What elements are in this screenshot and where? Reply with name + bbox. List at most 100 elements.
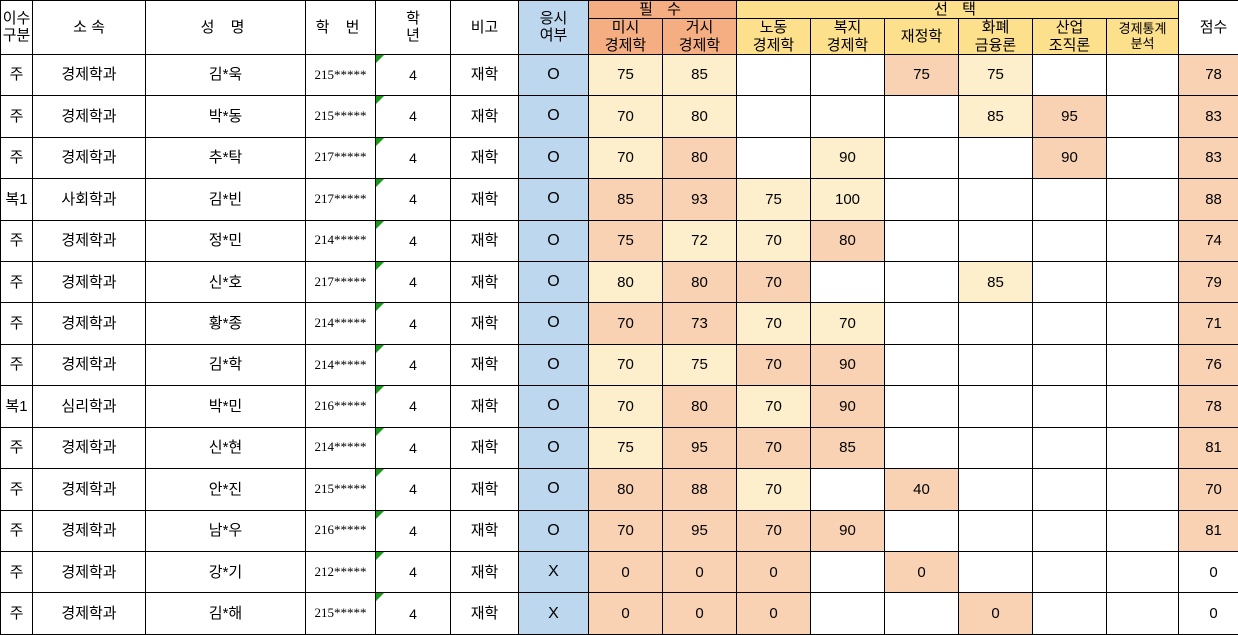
cell-year[interactable]: 4 <box>375 343 451 387</box>
cell-attendance[interactable]: O <box>518 343 589 387</box>
cell-score-public[interactable] <box>884 95 959 138</box>
cell-score-micro[interactable]: 75 <box>588 219 663 262</box>
cell-score-labor[interactable]: 0 <box>736 550 811 594</box>
cell-total-score[interactable]: 83 <box>1178 136 1238 180</box>
cell-track[interactable]: 주 <box>0 136 33 180</box>
cell-score-stats[interactable] <box>1105 219 1180 262</box>
table-row[interactable]: 주 경제학과 김*욱 215***** 4 재학 O 75 85 75 75 78 <box>0 53 1238 97</box>
cell-year[interactable]: 4 <box>375 95 451 138</box>
cell-score-labor[interactable] <box>736 95 811 138</box>
cell-score-welfare[interactable] <box>810 95 885 138</box>
cell-total-score[interactable]: 81 <box>1178 426 1238 470</box>
cell-total-score[interactable]: 78 <box>1178 53 1238 97</box>
cell-score-labor[interactable]: 75 <box>736 178 811 221</box>
cell-score-welfare[interactable]: 90 <box>810 136 885 180</box>
cell-attendance[interactable]: X <box>518 550 589 594</box>
cell-score-stats[interactable] <box>1105 509 1180 553</box>
cell-student-name[interactable]: 박*동 <box>145 95 306 138</box>
cell-department[interactable]: 사회학과 <box>32 178 146 221</box>
cell-student-id[interactable]: 215***** <box>305 592 376 635</box>
cell-score-labor[interactable]: 70 <box>736 468 811 511</box>
cell-score-labor[interactable] <box>736 136 811 180</box>
cell-student-id[interactable]: 214***** <box>305 426 376 470</box>
cell-score-labor[interactable]: 70 <box>736 302 811 345</box>
cell-track[interactable]: 주 <box>0 53 33 97</box>
cell-score-welfare[interactable]: 100 <box>810 178 885 221</box>
cell-score-public[interactable] <box>884 592 959 635</box>
cell-score-money[interactable] <box>958 219 1033 262</box>
cell-score-public[interactable] <box>884 219 959 262</box>
cell-score-macro[interactable]: 85 <box>662 53 737 97</box>
cell-score-labor[interactable]: 70 <box>736 343 811 387</box>
cell-note[interactable]: 재학 <box>450 343 519 387</box>
cell-score-welfare[interactable]: 80 <box>810 219 885 262</box>
cell-year[interactable]: 4 <box>375 468 451 511</box>
cell-score-macro[interactable]: 95 <box>662 509 737 553</box>
cell-department[interactable]: 경제학과 <box>32 53 146 97</box>
cell-total-score[interactable]: 81 <box>1178 509 1238 553</box>
cell-score-industry[interactable] <box>1032 219 1107 262</box>
cell-attendance[interactable]: O <box>518 385 589 428</box>
cell-department[interactable]: 경제학과 <box>32 426 146 470</box>
cell-score-welfare[interactable]: 90 <box>810 385 885 428</box>
cell-department[interactable]: 경제학과 <box>32 550 146 594</box>
cell-score-welfare[interactable]: 70 <box>810 302 885 345</box>
cell-total-score[interactable]: 88 <box>1178 178 1238 221</box>
cell-score-macro[interactable]: 73 <box>662 302 737 345</box>
table-row[interactable]: 주 경제학과 김*학 214***** 4 재학 O 70 75 70 90 76 <box>0 343 1238 387</box>
cell-attendance[interactable]: O <box>518 302 589 345</box>
cell-score-micro[interactable]: 70 <box>588 343 663 387</box>
cell-score-public[interactable] <box>884 426 959 470</box>
cell-student-name[interactable]: 신*호 <box>145 260 306 304</box>
cell-score-money[interactable] <box>958 468 1033 511</box>
cell-score-micro[interactable]: 0 <box>588 550 663 594</box>
cell-score-public[interactable] <box>884 509 959 553</box>
cell-student-id[interactable]: 217***** <box>305 178 376 221</box>
cell-score-money[interactable]: 85 <box>958 260 1033 304</box>
cell-score-stats[interactable] <box>1105 343 1180 387</box>
cell-total-score[interactable]: 78 <box>1178 385 1238 428</box>
cell-year[interactable]: 4 <box>375 385 451 428</box>
table-row[interactable]: 주 경제학과 김*해 215***** 4 재학 X 0 0 0 0 0 <box>0 592 1238 635</box>
table-row[interactable]: 주 경제학과 남*우 216***** 4 재학 O 70 95 70 90 81 <box>0 509 1238 553</box>
cell-score-micro[interactable]: 70 <box>588 136 663 180</box>
cell-score-macro[interactable]: 88 <box>662 468 737 511</box>
cell-score-macro[interactable]: 80 <box>662 385 737 428</box>
cell-score-industry[interactable] <box>1032 468 1107 511</box>
cell-score-labor[interactable] <box>736 53 811 97</box>
cell-year[interactable]: 4 <box>375 136 451 180</box>
cell-student-name[interactable]: 김*학 <box>145 343 306 387</box>
cell-score-labor[interactable]: 70 <box>736 426 811 470</box>
cell-track[interactable]: 주 <box>0 219 33 262</box>
cell-student-id[interactable]: 214***** <box>305 343 376 387</box>
cell-score-money[interactable] <box>958 550 1033 594</box>
table-row[interactable]: 주 경제학과 안*진 215***** 4 재학 O 80 88 70 40 70 <box>0 468 1238 511</box>
cell-score-public[interactable]: 75 <box>884 53 959 97</box>
cell-total-score[interactable]: 71 <box>1178 302 1238 345</box>
cell-score-micro[interactable]: 75 <box>588 53 663 97</box>
cell-score-public[interactable] <box>884 260 959 304</box>
cell-score-micro[interactable]: 80 <box>588 468 663 511</box>
table-row[interactable]: 주 경제학과 강*기 212***** 4 재학 X 0 0 0 0 0 <box>0 550 1238 594</box>
cell-score-macro[interactable]: 80 <box>662 95 737 138</box>
cell-department[interactable]: 경제학과 <box>32 260 146 304</box>
cell-score-public[interactable] <box>884 343 959 387</box>
cell-score-macro[interactable]: 0 <box>662 550 737 594</box>
cell-score-money[interactable] <box>958 426 1033 470</box>
cell-student-id[interactable]: 215***** <box>305 95 376 138</box>
cell-score-industry[interactable] <box>1032 302 1107 345</box>
cell-score-public[interactable] <box>884 178 959 221</box>
cell-note[interactable]: 재학 <box>450 426 519 470</box>
cell-score-micro[interactable]: 70 <box>588 302 663 345</box>
cell-score-money[interactable] <box>958 343 1033 387</box>
cell-year[interactable]: 4 <box>375 509 451 553</box>
cell-total-score[interactable]: 0 <box>1178 592 1238 635</box>
cell-attendance[interactable]: O <box>518 95 589 138</box>
cell-score-micro[interactable]: 75 <box>588 426 663 470</box>
cell-department[interactable]: 경제학과 <box>32 343 146 387</box>
cell-track[interactable]: 복1 <box>0 385 33 428</box>
cell-score-stats[interactable] <box>1105 95 1180 138</box>
cell-score-micro[interactable]: 0 <box>588 592 663 635</box>
cell-note[interactable]: 재학 <box>450 95 519 138</box>
cell-student-id[interactable]: 215***** <box>305 53 376 97</box>
